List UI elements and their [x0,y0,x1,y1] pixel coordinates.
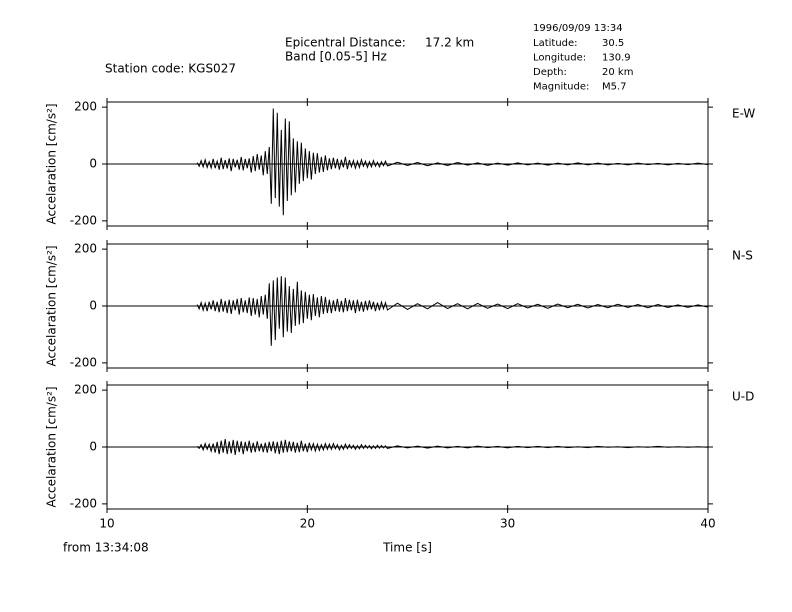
trace [196,438,709,456]
y-axis-label: Accelaration [cm/s²] [45,103,59,224]
component-label: U-D [732,390,754,404]
y-tick-label: 200 [74,100,97,114]
band: Band [0.05-5] Hz [285,50,387,64]
trace [196,276,709,346]
y-tick-label: 0 [89,157,97,171]
info-label: Longitude: [533,53,586,64]
x-axis-label: Time [s] [382,541,432,555]
start-time: from 13:34:08 [63,541,149,555]
x-tick-label: 40 [700,517,715,531]
info-label: Latitude: [533,38,578,49]
y-tick-label: -200 [70,213,97,227]
datetime: 1996/09/09 13:34 [533,23,623,34]
y-tick-label: 200 [74,242,97,256]
y-tick-label: 200 [74,383,97,397]
info-value: 30.5 [602,38,624,49]
x-tick-label: 30 [500,517,515,531]
y-axis-label: Accelaration [cm/s²] [45,386,59,507]
component-label: N-S [732,249,753,263]
y-tick-label: -200 [70,496,97,510]
info-label: Depth: [533,67,567,78]
distance-label: Epicentral Distance: [285,36,406,50]
info-value: M5.7 [602,82,627,93]
y-tick-label: 0 [89,440,97,454]
y-axis-label: Accelaration [cm/s²] [45,245,59,366]
info-value: 20 km [602,67,633,78]
distance-value: 17.2 km [425,36,474,50]
component-label: E-W [732,107,755,121]
x-tick-label: 20 [300,517,315,531]
station-code: Station code: KGS027 [105,62,236,76]
y-tick-label: 0 [89,299,97,313]
info-value: 130.9 [602,53,631,64]
trace [196,108,709,216]
y-tick-label: -200 [70,355,97,369]
x-tick-label: 10 [99,517,114,531]
info-label: Magnitude: [533,82,589,93]
